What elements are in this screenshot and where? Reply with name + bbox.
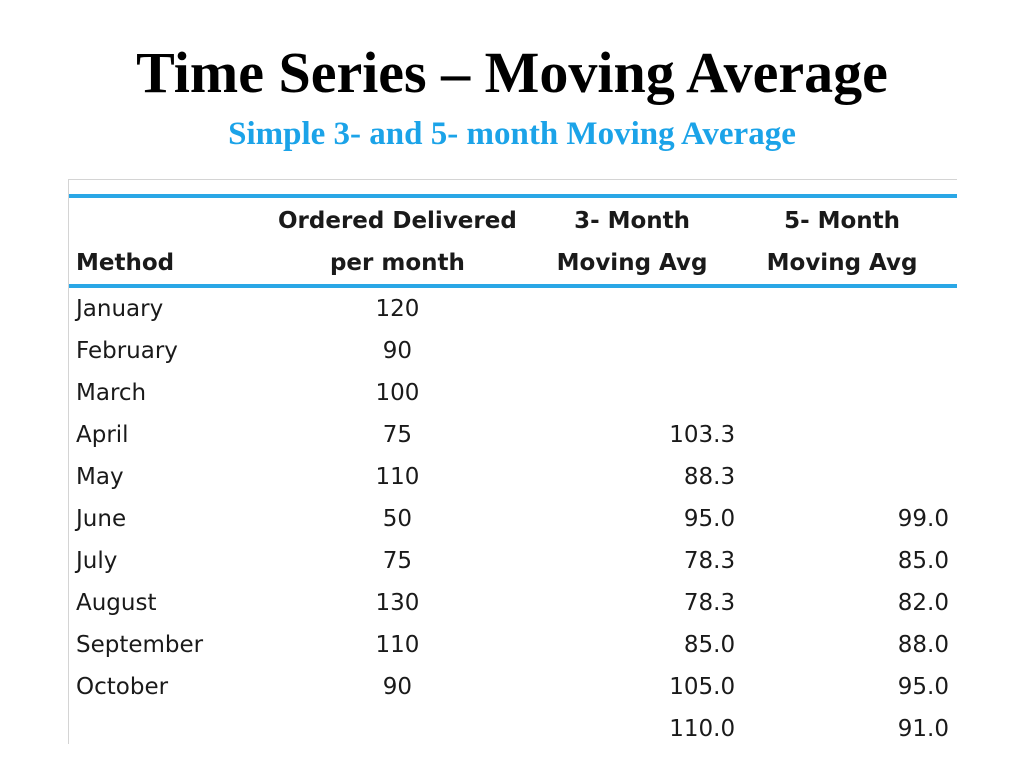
- cell-ordered: 90: [382, 338, 413, 364]
- cell-ordered: 50: [382, 506, 413, 532]
- cell-ma3: [529, 330, 735, 372]
- cell-ordered: 75: [382, 548, 413, 574]
- table-row: April 75 103.3: [69, 414, 957, 456]
- cell-ma5: [735, 414, 957, 456]
- cell-method: February: [76, 338, 178, 364]
- cell-ordered: 90: [382, 674, 413, 700]
- table-row: May 110 88.3: [69, 456, 957, 498]
- cell-method: April: [76, 422, 129, 448]
- cell-ma5: 99.0: [897, 506, 949, 532]
- cell-ordered: 100: [375, 380, 420, 406]
- cell-ma5: [735, 330, 957, 372]
- table-body: January 120 February 90 March 100 April …: [69, 286, 957, 750]
- cell-method: July: [76, 548, 118, 574]
- cell-method: January: [76, 296, 164, 322]
- cell-method: October: [76, 674, 169, 700]
- moving-average-table: Method Ordered Delivered per month 3- Mo…: [69, 194, 957, 750]
- cell-ordered: 120: [375, 296, 420, 322]
- cell-ma3: 78.3: [683, 548, 736, 574]
- table-row: August 130 78.3 82.0: [69, 582, 957, 624]
- cell-ma3: 85.0: [683, 632, 736, 658]
- cell-method: June: [76, 506, 127, 532]
- header-ma5-line1: 5- Month: [784, 208, 901, 234]
- cell-ma3: 110.0: [669, 716, 736, 742]
- cell-ma5: [735, 456, 957, 498]
- cell-ma5: 91.0: [897, 716, 949, 742]
- cell-ma5: [735, 372, 957, 414]
- cell-ma3: 105.0: [669, 674, 736, 700]
- header-ma5-line2: Moving Avg: [766, 250, 918, 276]
- header-ordered-line1: Ordered Delivered: [277, 208, 517, 234]
- table-row: 110.0 91.0: [69, 708, 957, 750]
- cell-ordered: [266, 708, 529, 750]
- cell-method: [69, 708, 266, 750]
- table-row: February 90: [69, 330, 957, 372]
- cell-ma5: [735, 286, 957, 330]
- table-row: January 120: [69, 286, 957, 330]
- cell-ma3: 103.3: [669, 422, 736, 448]
- cell-method: May: [76, 464, 124, 490]
- header-method-label: Method: [76, 250, 175, 276]
- cell-ma3: 95.0: [683, 506, 736, 532]
- header-ma3: 3- Month Moving Avg: [529, 196, 735, 286]
- cell-ma5: 82.0: [897, 590, 949, 616]
- header-ma3-line2: Moving Avg: [556, 250, 708, 276]
- cell-ma3: [529, 286, 735, 330]
- cell-method: September: [76, 632, 204, 658]
- cell-method: August: [76, 590, 157, 616]
- cell-ma5: 88.0: [897, 632, 949, 658]
- cell-ma3: 88.3: [683, 464, 736, 490]
- table-row: September 110 85.0 88.0: [69, 624, 957, 666]
- cell-ordered: 130: [375, 590, 420, 616]
- table-row: March 100: [69, 372, 957, 414]
- table-top-rule: [69, 179, 957, 180]
- cell-ordered: 110: [375, 464, 420, 490]
- table-row: June 50 95.0 99.0: [69, 498, 957, 540]
- cell-ma5: 95.0: [897, 674, 949, 700]
- table-row: October 90 105.0 95.0: [69, 666, 957, 708]
- header-row: Method Ordered Delivered per month 3- Mo…: [69, 196, 957, 286]
- header-ma3-line1: 3- Month: [574, 208, 691, 234]
- header-ordered: Ordered Delivered per month: [266, 196, 529, 286]
- cell-method: March: [76, 380, 147, 406]
- cell-ordered: 75: [382, 422, 413, 448]
- slide-title: Time Series – Moving Average: [136, 40, 888, 105]
- table-row: July 75 78.3 85.0: [69, 540, 957, 582]
- table-header: Method Ordered Delivered per month 3- Mo…: [69, 196, 957, 286]
- cell-ma3: 78.3: [683, 590, 736, 616]
- cell-ordered: 110: [375, 632, 420, 658]
- table-area: Method Ordered Delivered per month 3- Mo…: [68, 179, 957, 744]
- header-ma5: 5- Month Moving Avg: [735, 196, 957, 286]
- header-ordered-line2: per month: [329, 250, 465, 276]
- header-method: Method: [69, 196, 266, 286]
- slide-subtitle: Simple 3- and 5- month Moving Average: [228, 116, 796, 152]
- cell-ma3: [529, 372, 735, 414]
- cell-ma5: 85.0: [897, 548, 949, 574]
